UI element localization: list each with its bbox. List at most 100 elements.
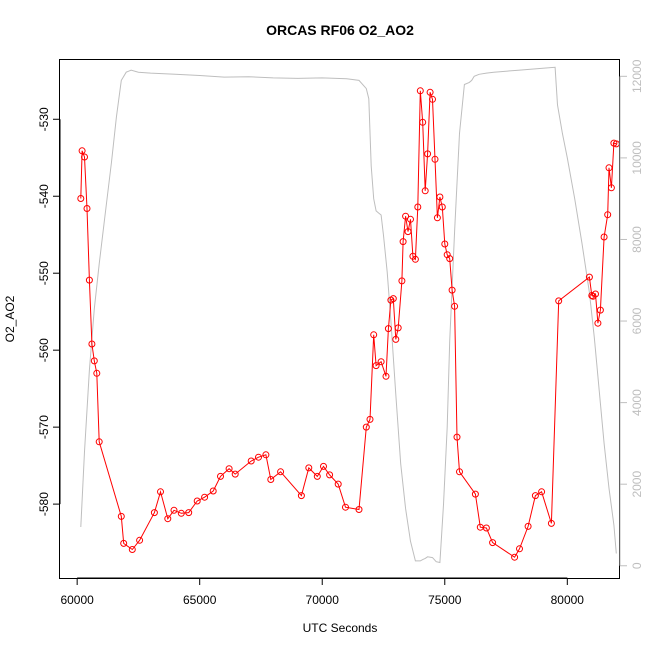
data-point (433, 214, 441, 222)
data-point (193, 497, 201, 505)
data-point (231, 470, 239, 478)
data-point (157, 488, 164, 496)
data-point (382, 372, 390, 380)
data-point (431, 155, 439, 163)
primary-series-layer (77, 87, 620, 561)
data-point (516, 545, 523, 553)
data-point (592, 290, 599, 298)
data-point (404, 228, 412, 236)
data-point (411, 255, 419, 263)
data-point (555, 297, 563, 305)
data-point (596, 306, 604, 314)
data-point (585, 273, 593, 281)
data-point (538, 488, 546, 496)
data-point (255, 453, 262, 461)
data-point (604, 211, 612, 219)
data-point (326, 471, 334, 479)
data-point (366, 415, 374, 423)
data-point (170, 506, 178, 514)
secondary-series-line (80, 66, 617, 564)
y2-tick-label: 10000 (630, 141, 644, 175)
data-point (362, 423, 370, 431)
data-point (370, 331, 378, 339)
data-point (451, 302, 459, 310)
data-point (217, 472, 224, 480)
data-point (225, 465, 233, 473)
data-point (531, 492, 539, 500)
data-point (313, 472, 321, 480)
data-point (267, 476, 275, 483)
data-point (342, 503, 349, 511)
data-point (117, 512, 125, 520)
x-tick-label: 80000 (551, 593, 585, 607)
data-point (392, 335, 400, 343)
data-point (446, 255, 454, 263)
data-point (185, 509, 193, 517)
data-point (262, 451, 270, 459)
data-point (377, 358, 385, 366)
data-point (426, 88, 434, 96)
data-point (136, 536, 144, 544)
data-point (607, 184, 615, 192)
data-point (600, 233, 608, 241)
data-point (588, 292, 596, 299)
data-point (398, 277, 406, 285)
data-point (429, 95, 436, 103)
y-axis-label: O2_AO2 (3, 295, 17, 342)
data-point (524, 522, 532, 530)
chart-title: ORCAS RF06 O2_AO2 (266, 22, 414, 38)
y2-tick-label: 8000 (630, 226, 644, 253)
data-point (594, 319, 602, 327)
data-point (471, 490, 479, 498)
data-point (81, 153, 88, 161)
data-point (334, 480, 342, 488)
data-point (201, 493, 209, 501)
data-point (448, 286, 456, 294)
x-tick-label: 75000 (428, 593, 462, 607)
data-point (605, 164, 613, 172)
y2-tick-label: 0 (630, 562, 644, 569)
y-tick-label: -560 (37, 338, 51, 362)
data-point (88, 340, 96, 348)
data-point (416, 87, 424, 95)
y-tick-label: -530 (37, 107, 51, 131)
y2-tick-label: 4000 (630, 389, 644, 416)
data-point (247, 457, 255, 465)
data-point (209, 487, 217, 495)
primary-series-line (80, 90, 617, 558)
data-point (419, 118, 427, 126)
data-point (441, 240, 449, 248)
data-point (402, 212, 410, 220)
data-point (77, 195, 85, 202)
data-point (297, 492, 305, 500)
y2-tick-label: 2000 (630, 471, 644, 498)
data-point (177, 509, 185, 517)
data-point (511, 553, 519, 561)
data-point (414, 203, 422, 211)
data-point (120, 539, 128, 547)
data-point (424, 150, 432, 158)
data-point (453, 433, 461, 441)
data-point (482, 524, 490, 532)
data-point (389, 295, 397, 303)
data-point (78, 147, 86, 155)
data-point (438, 203, 446, 211)
x-tick-label: 65000 (183, 593, 217, 607)
data-point (85, 276, 93, 284)
data-point (93, 369, 101, 377)
y-tick-label: -540 (37, 184, 51, 208)
data-point (150, 509, 158, 517)
data-point (320, 462, 327, 470)
data-point (547, 519, 555, 527)
data-point (95, 438, 103, 446)
data-point (164, 515, 172, 523)
x-tick-label: 60000 (60, 593, 94, 607)
axes-layer: 60000 65000 70000 75000 80000-580-570-560-55… (37, 59, 644, 607)
data-point (83, 205, 91, 212)
data-point (384, 325, 392, 333)
data-point (128, 546, 136, 553)
y-tick-label: -550 (37, 261, 51, 285)
y2-tick-label: 12000 (630, 59, 644, 93)
